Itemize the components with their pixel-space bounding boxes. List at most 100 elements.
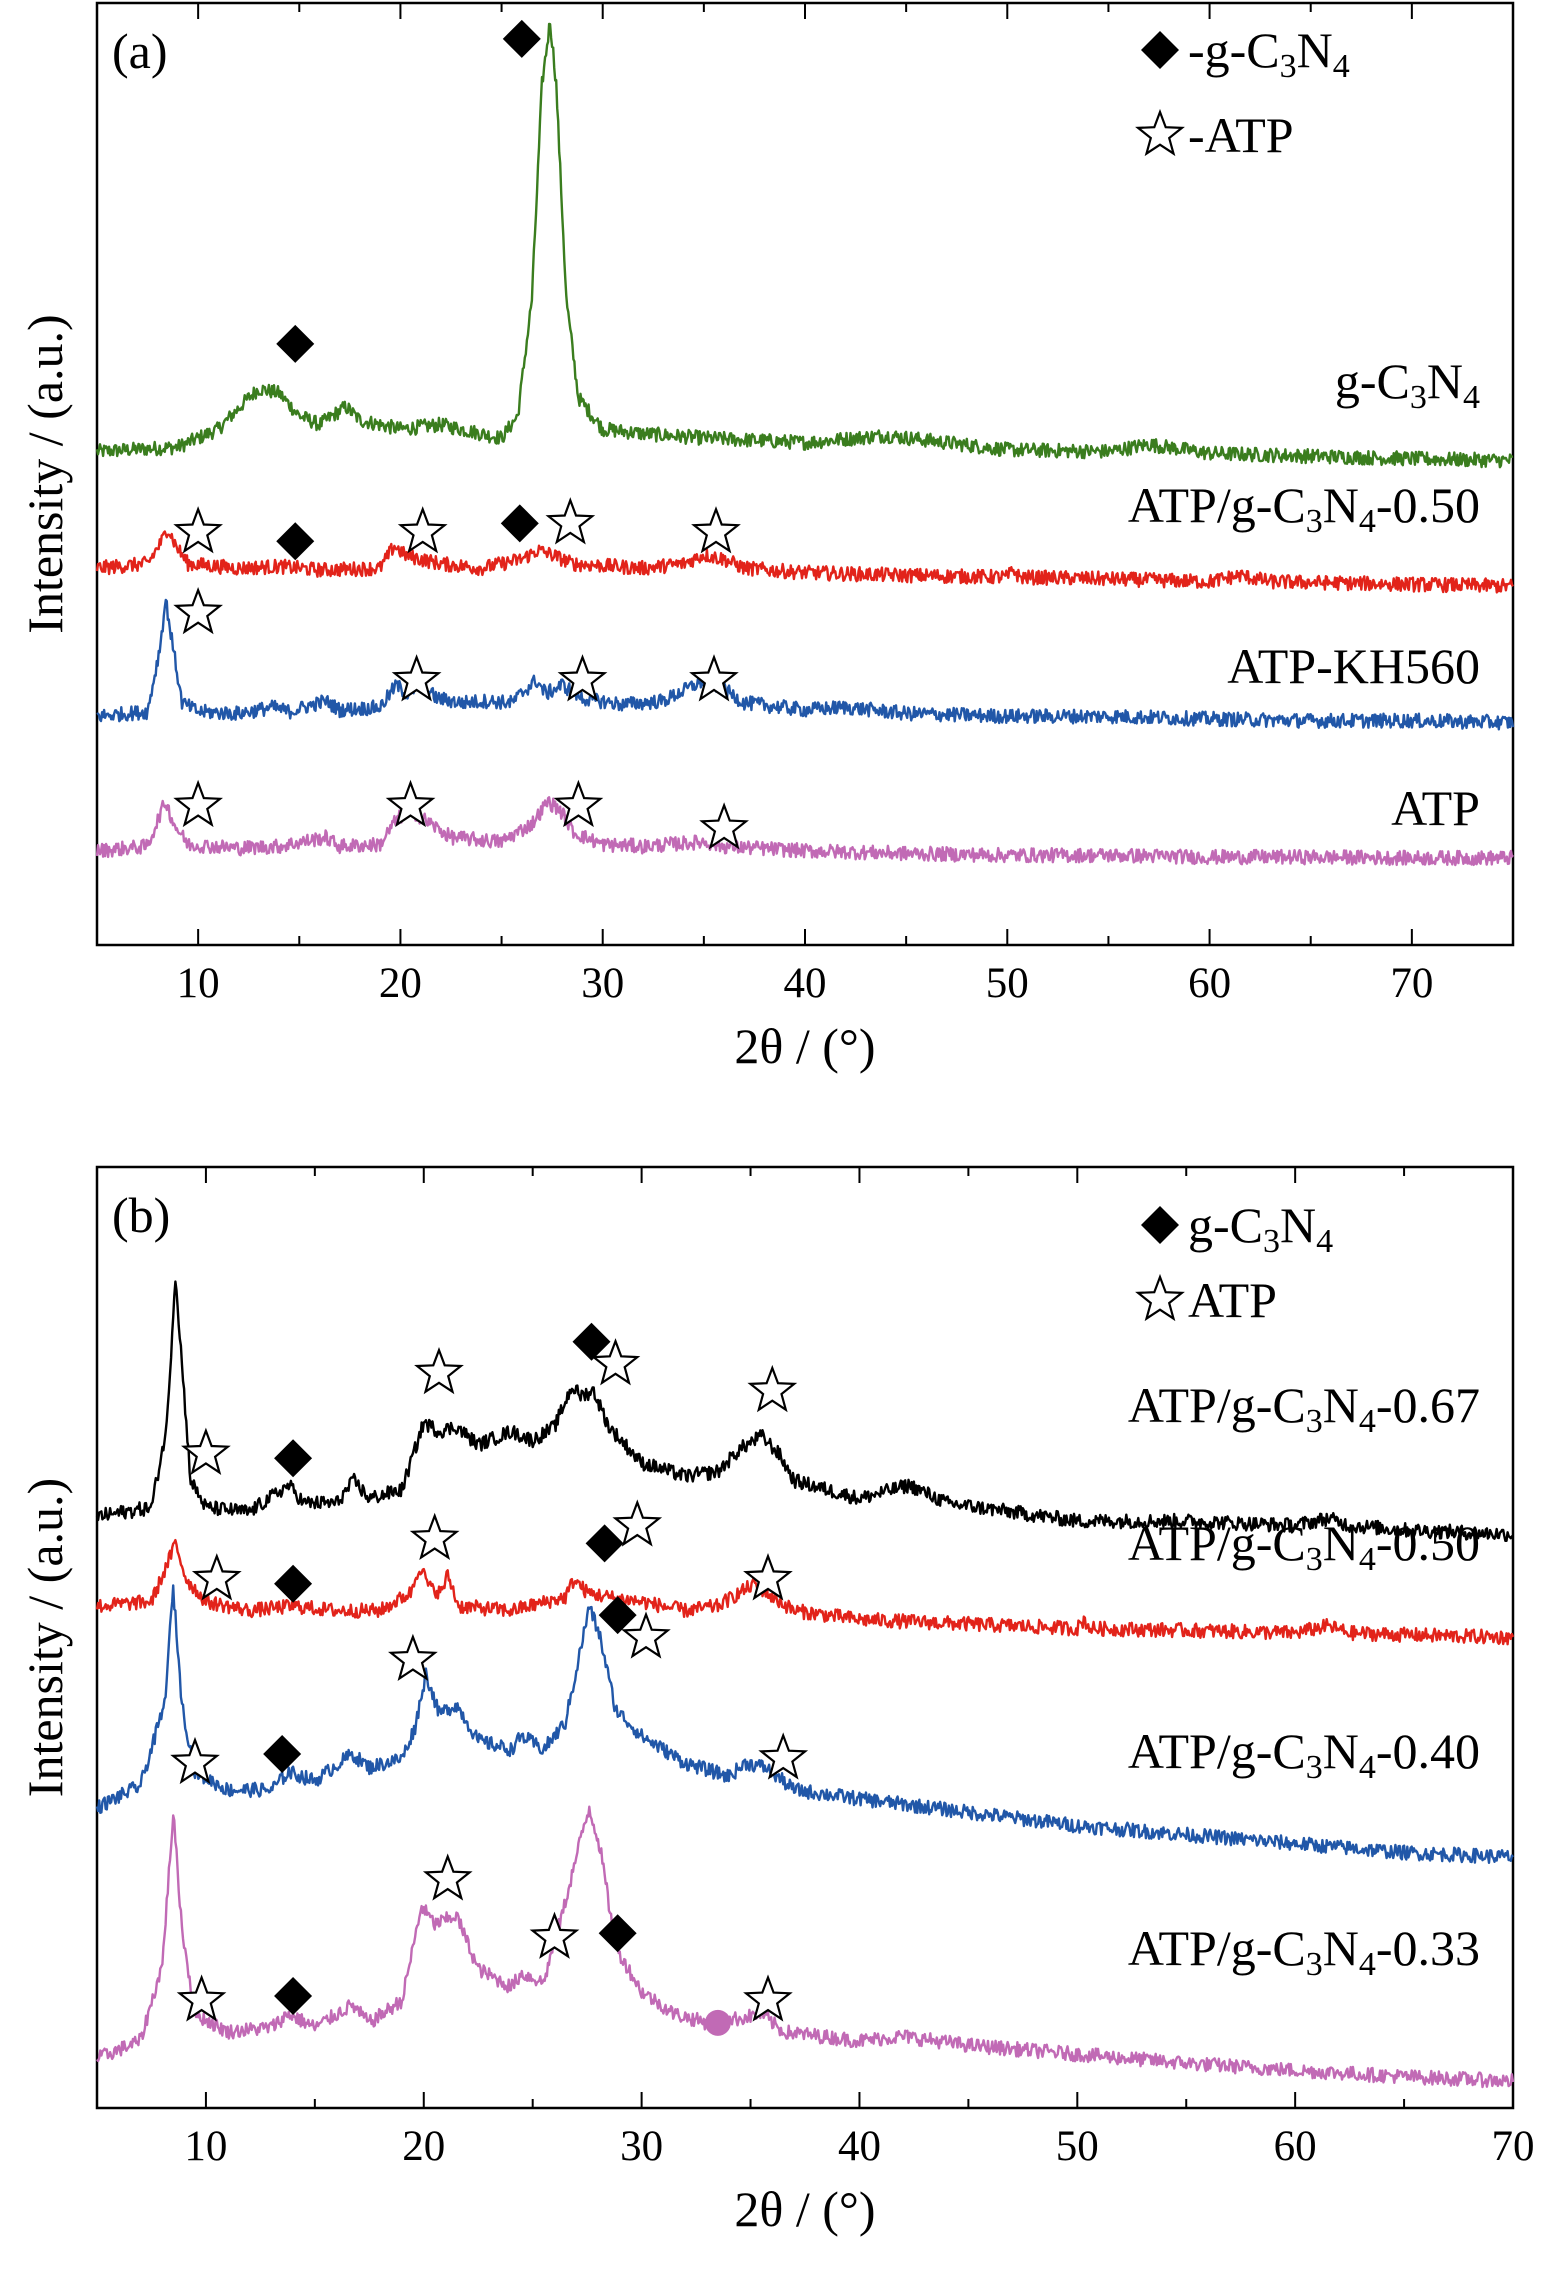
series-label-part: -0.40 — [1376, 1723, 1480, 1779]
peak-diamond-marker — [585, 1524, 624, 1563]
series-label: ATP/g-C3N4-0.67 — [1128, 1377, 1480, 1440]
x-tick-label: 20 — [402, 2123, 445, 2170]
series-label: ATP/g-C3N4-0.33 — [1128, 1920, 1480, 1983]
series-label-part: 4 — [1359, 503, 1376, 540]
x-tick-label: 60 — [1188, 960, 1231, 1007]
peak-diamond-marker — [502, 19, 541, 58]
x-tick-label: 30 — [620, 2123, 663, 2170]
peak-diamond-marker — [572, 1322, 611, 1361]
peak-star-marker — [689, 654, 739, 702]
y-axis-label: Intensity / (a.u.) — [17, 314, 73, 633]
series-line — [96, 598, 1515, 731]
series-line — [95, 1280, 1514, 1542]
x-axis: 10 20 30 40 50 60 70 — [96, 1167, 1535, 2170]
series-label-part: N — [1427, 353, 1463, 409]
legend-label-part: 3 — [1263, 1223, 1280, 1260]
series-label-part: ATP/g-C — [1128, 1920, 1306, 1976]
series-label-part: 4 — [1359, 1946, 1376, 1983]
peak-star-marker — [397, 506, 448, 554]
series-label-part: ATP/g-C — [1128, 1515, 1306, 1571]
legend-label-part: -g-C — [1188, 22, 1280, 78]
peak-diamond-marker — [500, 504, 539, 543]
series-ATP: ATP — [95, 779, 1514, 867]
x-tick-label: 10 — [184, 2123, 227, 2170]
peak-star-marker — [758, 1732, 809, 1780]
legend-label-part: 3 — [1280, 48, 1297, 85]
peak-diamond-marker — [274, 1564, 313, 1603]
series-label-part: -0.67 — [1376, 1377, 1480, 1433]
series-label-part: 3 — [1306, 503, 1323, 540]
legend-label-part: g-C — [1188, 1197, 1263, 1253]
legend-label: ATP — [1188, 1272, 1277, 1328]
peak-diamond-marker — [274, 1976, 313, 2015]
x-tick-label: 40 — [784, 960, 827, 1007]
peak-star-marker — [747, 1364, 798, 1413]
peak-star-marker — [173, 779, 223, 828]
legend: -g-C3N4 -ATP — [1135, 22, 1350, 163]
legend-diamond-marker — [1141, 1206, 1179, 1244]
series-label-part: 4 — [1359, 1403, 1376, 1440]
series-label-part: -0.33 — [1376, 1920, 1480, 1976]
peak-star-marker — [621, 1611, 671, 1659]
legend-label: g-C3N4 — [1188, 1197, 1333, 1260]
peak-star-marker — [170, 1736, 220, 1785]
series-line — [95, 530, 1514, 594]
x-tick-label: 50 — [986, 960, 1029, 1007]
legend-label: -ATP — [1188, 107, 1294, 163]
peak-star-marker — [557, 654, 608, 702]
series-ATP/g-C3N4-0.40: ATP/g-C3N4-0.40 — [95, 1584, 1514, 1864]
series-label-part: N — [1323, 477, 1359, 533]
series-label: ATP/g-C3N4-0.50 — [1128, 1515, 1480, 1578]
peak-star-marker — [590, 1338, 641, 1386]
peak-star-marker — [553, 779, 604, 828]
peak-star-marker — [388, 1633, 438, 1682]
series-label: ATP-KH560 — [1227, 638, 1480, 694]
panel-a: 10 20 30 40 50 60 70 2θ / (°) Intensity / (a.u.)… — [17, 1, 1515, 1074]
series-label-part: N — [1323, 1920, 1359, 1976]
panel-b: 10 20 30 40 50 60 70 2θ / (°) Intensity / (a.u.)… — [17, 1165, 1535, 2237]
series-label-part: 4 — [1359, 1541, 1376, 1578]
peak-diamond-marker — [276, 324, 315, 363]
peak-star-marker — [743, 1974, 793, 2022]
plot-frame — [95, 1165, 1515, 2110]
x-tick-label: 70 — [1390, 960, 1433, 1007]
series-label: ATP — [1391, 780, 1480, 836]
series-label-part: g-C — [1335, 353, 1410, 409]
x-tick-label: 70 — [1492, 2123, 1535, 2170]
series-label-part: ATP/g-C — [1128, 1723, 1306, 1779]
peak-diamond-marker — [274, 1439, 313, 1478]
peak-star-marker — [691, 506, 741, 554]
peak-star-marker — [385, 779, 436, 828]
legend-diamond-marker — [1141, 31, 1179, 69]
series-ATP/g-C3N4-0.33: ATP/g-C3N4-0.33 — [96, 1805, 1515, 2089]
series-label-part: 3 — [1306, 1946, 1323, 1983]
series-label-part: N — [1323, 1377, 1359, 1433]
x-axis-label: 2θ / (°) — [734, 2181, 875, 2237]
legend-label-part: ATP — [1188, 1272, 1277, 1328]
legend: g-C3N4 ATP — [1135, 1197, 1333, 1328]
series-g-C3N4: g-C 3 N4 — [95, 19, 1514, 469]
series-ATP/g-C3N4-0.50: ATP/g-C3N4-0.50 — [95, 477, 1514, 594]
legend-star-marker — [1135, 108, 1185, 157]
peak-star-marker — [422, 1853, 473, 1901]
panel-tag: (a) — [112, 23, 168, 79]
series-label: g-C3N4 — [1335, 353, 1480, 416]
peak-diamond-marker — [276, 522, 315, 561]
series-label-part: -0.50 — [1376, 477, 1480, 533]
peak-star-marker — [743, 1553, 793, 1601]
series-label-part: 3 — [1306, 1541, 1323, 1578]
series-line — [95, 1538, 1515, 1646]
series-label-part: 4 — [1359, 1749, 1376, 1786]
series-label-part: 4 — [1463, 379, 1480, 416]
x-tick-label: 50 — [1056, 2123, 1099, 2170]
series-ATP/g-C3N4-0.50: ATP/g-C3N4-0.50 — [95, 1499, 1515, 1646]
x-tick-label: 60 — [1274, 2123, 1317, 2170]
peak-star-marker — [173, 506, 223, 554]
peak-star-marker — [181, 1427, 231, 1475]
peak-star-marker — [414, 1346, 464, 1395]
panel-tag: (b) — [112, 1187, 170, 1243]
x-axis-label: 2θ / (°) — [734, 1018, 875, 1074]
peak-star-marker — [409, 1512, 460, 1561]
peak-star-marker — [612, 1499, 663, 1547]
